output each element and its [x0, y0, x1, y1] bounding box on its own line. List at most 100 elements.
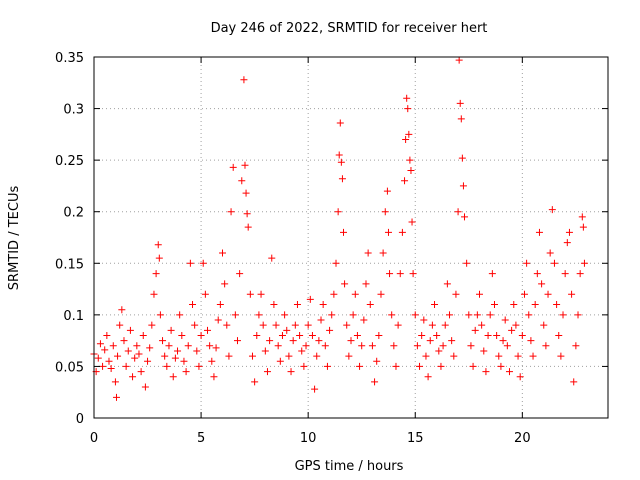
data-point: [503, 342, 511, 350]
data-point: [505, 368, 513, 376]
data-point: [176, 311, 184, 319]
y-tick-label: 0.35: [55, 51, 84, 66]
y-tick-label: 0.3: [63, 103, 84, 118]
data-point: [317, 316, 325, 324]
data-point: [437, 362, 445, 370]
data-point: [336, 119, 344, 127]
data-point: [384, 228, 392, 236]
data-point: [296, 331, 304, 339]
data-point: [116, 321, 124, 329]
data-point: [99, 362, 107, 370]
x-tick-label: 0: [90, 431, 98, 446]
plot-frame: [93, 56, 609, 419]
data-point: [199, 259, 207, 267]
data-point: [514, 352, 522, 360]
data-point: [293, 301, 301, 309]
data-point: [241, 161, 249, 169]
data-point: [191, 321, 199, 329]
data-point: [182, 368, 190, 376]
data-point: [131, 354, 139, 362]
data-point: [529, 352, 537, 360]
data-point: [413, 342, 421, 350]
data-point: [404, 105, 412, 113]
data-point: [311, 385, 319, 393]
data-point: [283, 326, 291, 334]
data-point: [229, 163, 237, 171]
data-point: [368, 342, 376, 350]
data-point: [193, 347, 201, 355]
data-point: [565, 228, 573, 236]
data-point: [406, 156, 414, 164]
data-point: [223, 321, 231, 329]
data-point: [341, 280, 349, 288]
data-point: [420, 316, 428, 324]
data-point: [377, 290, 385, 298]
data-point: [579, 223, 587, 231]
data-point: [497, 362, 505, 370]
data-point: [146, 344, 154, 352]
data-point: [281, 311, 289, 319]
data-point: [461, 213, 469, 221]
data-point: [154, 241, 162, 249]
data-point: [402, 136, 410, 144]
y-tick-label: 0.2: [63, 206, 84, 221]
data-points: [90, 56, 588, 401]
x-tick-label: 10: [300, 431, 317, 446]
data-point: [212, 344, 220, 352]
data-point: [454, 208, 462, 216]
data-point: [323, 362, 331, 370]
data-point: [244, 223, 252, 231]
data-point: [122, 362, 130, 370]
data-point: [347, 337, 355, 345]
data-point: [330, 290, 338, 298]
data-point: [206, 342, 214, 350]
data-point: [126, 326, 134, 334]
data-point: [180, 357, 188, 365]
data-point: [266, 337, 274, 345]
data-point: [467, 342, 475, 350]
data-point: [216, 301, 224, 309]
data-point: [334, 208, 342, 216]
data-point: [538, 280, 546, 288]
data-point: [525, 311, 533, 319]
data-point: [373, 357, 381, 365]
data-point: [231, 311, 239, 319]
y-tick-label: 0.1: [63, 309, 84, 324]
data-point: [469, 362, 477, 370]
data-point: [458, 154, 466, 162]
data-point: [555, 331, 563, 339]
y-tick-label: 0.05: [55, 360, 84, 375]
data-point: [405, 130, 413, 138]
data-point: [111, 378, 119, 386]
data-point: [155, 254, 163, 262]
data-point: [328, 311, 336, 319]
data-point: [150, 290, 158, 298]
data-point: [238, 177, 246, 185]
data-point: [535, 228, 543, 236]
data-point: [379, 249, 387, 257]
data-point: [332, 259, 340, 267]
data-point: [163, 362, 171, 370]
data-point: [476, 290, 483, 298]
data-point: [531, 301, 539, 309]
data-point: [480, 347, 488, 355]
data-point: [546, 249, 554, 257]
data-point: [495, 352, 503, 360]
data-point: [351, 290, 359, 298]
data-point: [508, 326, 516, 334]
data-point: [308, 331, 316, 339]
data-point: [390, 342, 398, 350]
y-axis-label: SRMTID / TECUs: [7, 186, 22, 291]
data-point: [287, 368, 295, 376]
data-point: [403, 94, 411, 102]
data-point: [383, 187, 391, 195]
data-point: [120, 337, 128, 345]
data-point: [572, 342, 580, 350]
data-point: [340, 228, 348, 236]
data-point: [326, 326, 334, 334]
data-point: [457, 115, 465, 123]
data-point: [338, 175, 346, 183]
data-point: [431, 301, 439, 309]
data-point: [321, 342, 329, 350]
